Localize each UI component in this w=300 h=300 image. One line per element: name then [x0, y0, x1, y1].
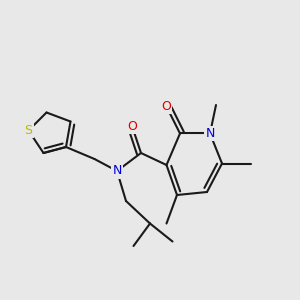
Text: N: N — [112, 164, 122, 178]
Text: S: S — [25, 124, 32, 137]
Text: N: N — [205, 127, 215, 140]
Text: O: O — [162, 100, 171, 113]
Text: O: O — [127, 119, 137, 133]
